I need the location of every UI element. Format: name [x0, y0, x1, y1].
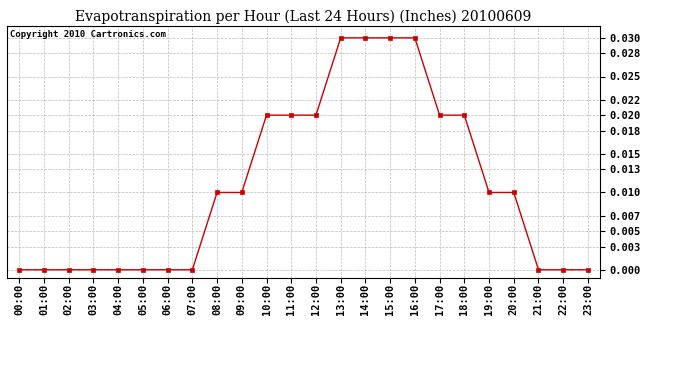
Text: Copyright 2010 Cartronics.com: Copyright 2010 Cartronics.com	[10, 30, 166, 39]
Title: Evapotranspiration per Hour (Last 24 Hours) (Inches) 20100609: Evapotranspiration per Hour (Last 24 Hou…	[75, 9, 532, 24]
